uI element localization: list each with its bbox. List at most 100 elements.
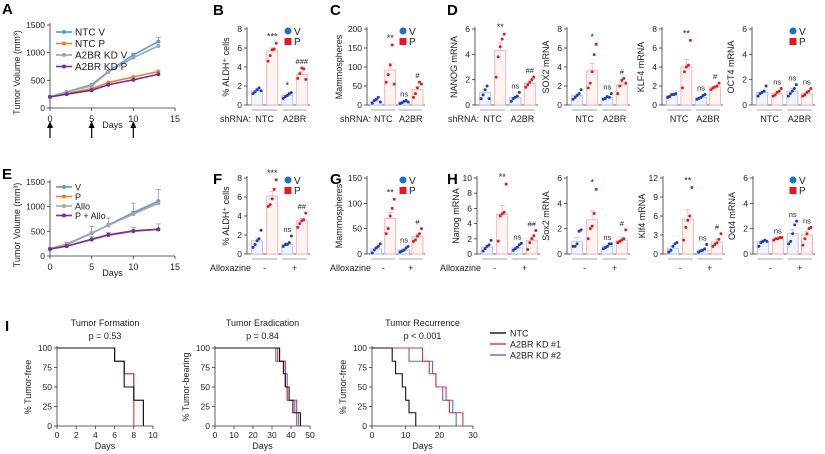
- data-point: [779, 87, 783, 91]
- data-point: [417, 232, 421, 236]
- x-tick-label: 6: [112, 430, 117, 440]
- series-marker: [89, 83, 94, 88]
- data-point: [496, 55, 500, 59]
- data-point: [487, 243, 491, 247]
- series-marker: [106, 232, 111, 237]
- legend-label-v: V: [294, 27, 301, 38]
- bar-P: [266, 50, 279, 106]
- data-point: [586, 237, 590, 241]
- group-label: NTC: [483, 114, 502, 124]
- legend-marker-v: [789, 176, 797, 184]
- y-tick-label: 2: [743, 224, 748, 234]
- data-point: [266, 205, 270, 208]
- data-point: [809, 87, 813, 91]
- data-point: [791, 232, 795, 236]
- significance-annotation: ns: [697, 84, 705, 93]
- y-axis-label: % Tumor-free: [338, 360, 348, 415]
- y-tick-label: 0: [653, 249, 658, 259]
- data-point: [705, 243, 709, 246]
- p-value: p = 0.53: [89, 331, 122, 341]
- significance-annotation: ns: [788, 74, 796, 83]
- data-point: [674, 92, 678, 96]
- data-point: [526, 247, 530, 251]
- data-point: [667, 250, 671, 254]
- data-point: [281, 96, 285, 100]
- series-marker: [89, 230, 94, 235]
- y-tick-label: 3: [653, 230, 658, 240]
- legend-marker-v: [284, 176, 292, 184]
- data-point: [485, 84, 489, 88]
- group-prefix-label: Alloxazine: [210, 263, 251, 273]
- bar-P: [266, 195, 279, 255]
- significance-annotation: ###: [296, 57, 309, 66]
- y-tick-label: 2: [467, 234, 472, 244]
- y-axis-label: Tumor Volume (mm³): [12, 30, 22, 115]
- data-point: [756, 94, 760, 98]
- data-point: [575, 94, 579, 97]
- legend-label: A2BR KD #1: [510, 340, 561, 350]
- y-tick-label: 100: [353, 343, 367, 353]
- x-tick-label: 10: [401, 430, 411, 440]
- data-point: [786, 94, 790, 98]
- significance-annotation: ns: [400, 89, 408, 98]
- y-tick-label: 150: [348, 43, 362, 53]
- data-point: [504, 182, 508, 186]
- y-tick-label: 8: [652, 24, 657, 34]
- group-label: -: [382, 263, 385, 273]
- series-marker: [131, 212, 136, 217]
- panel-label-a: A: [2, 1, 13, 18]
- survival-curve: [57, 347, 144, 426]
- legend-marker: [62, 30, 66, 34]
- data-point: [592, 53, 596, 57]
- data-point: [524, 85, 528, 89]
- legend-marker-p: [789, 187, 797, 194]
- group-prefix-label: Alloxazine: [440, 263, 481, 273]
- bar-P: [384, 218, 397, 255]
- data-point: [603, 96, 607, 100]
- panel-label-h: H: [447, 171, 458, 188]
- significance-annotation: ns: [603, 83, 611, 92]
- data-point: [392, 197, 396, 201]
- data-point: [498, 45, 502, 49]
- series-marker: [156, 72, 161, 77]
- bar-P: [411, 235, 424, 255]
- significance-annotation: ##: [298, 202, 307, 211]
- data-point: [481, 249, 485, 253]
- data-point: [481, 93, 485, 97]
- x-tick-label: 30: [468, 430, 478, 440]
- data-point: [690, 186, 694, 189]
- x-tick-label: 0: [47, 114, 52, 124]
- significance-annotation: *: [590, 32, 594, 42]
- y-tick-label: 8: [237, 24, 242, 34]
- group-label: -: [769, 263, 772, 273]
- data-point: [532, 75, 536, 79]
- data-point: [415, 86, 419, 90]
- y-axis-label: Klf4 mRNA: [637, 194, 647, 239]
- y-tick-label: 6: [237, 192, 242, 202]
- data-point: [717, 81, 721, 85]
- y-tick-label: 500: [31, 75, 45, 85]
- data-point: [624, 228, 628, 232]
- significance-annotation: **: [683, 28, 691, 38]
- y-tick-label: 2: [465, 75, 470, 85]
- data-point: [590, 224, 594, 228]
- y-tick-label: 2: [557, 81, 562, 91]
- legend-label: NTC V: [75, 28, 105, 39]
- legend-marker-p: [284, 187, 292, 194]
- data-point: [703, 247, 707, 251]
- data-point: [788, 92, 792, 96]
- series-line: [49, 45, 159, 98]
- panel-label-b: B: [213, 2, 224, 19]
- y-tick-label: 8: [467, 188, 472, 198]
- series-line: [49, 73, 159, 98]
- data-point: [807, 89, 811, 93]
- legend-marker-p: [399, 187, 407, 194]
- data-point: [682, 70, 686, 74]
- significance-annotation: **: [387, 33, 395, 43]
- data-point: [259, 228, 263, 232]
- data-point: [413, 92, 417, 96]
- data-point: [274, 41, 278, 45]
- y-axis-label: % Tumor-bearing: [181, 352, 191, 421]
- y-axis-label: Mammospheres: [334, 34, 344, 99]
- data-point: [268, 54, 272, 58]
